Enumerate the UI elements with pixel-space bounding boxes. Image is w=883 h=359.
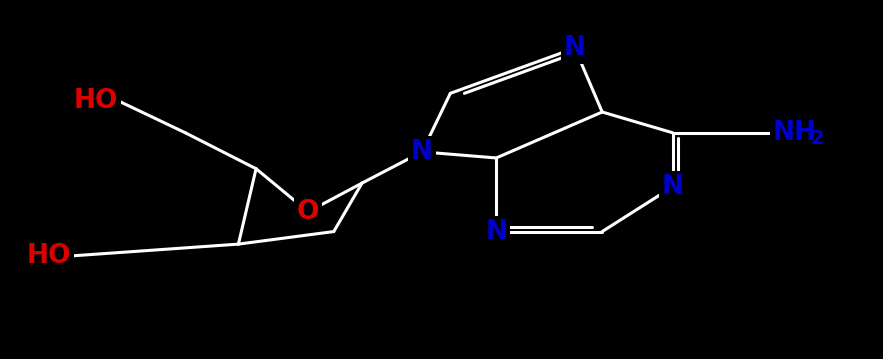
Text: N: N [486,219,507,244]
Text: N: N [662,174,683,200]
Text: HO: HO [26,243,71,269]
Text: HO: HO [74,88,118,114]
Text: NH: NH [773,120,817,146]
Text: N: N [411,139,433,165]
Text: 2: 2 [811,129,824,148]
Text: N: N [564,35,585,61]
Text: O: O [297,199,320,225]
